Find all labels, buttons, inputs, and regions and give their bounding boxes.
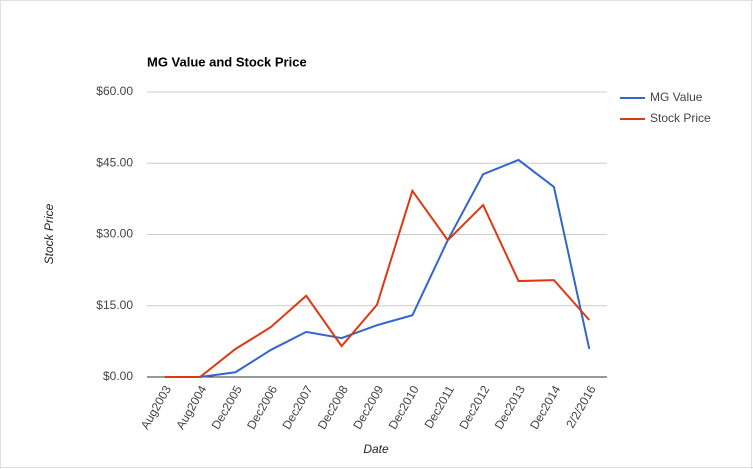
x-tick-label: 2/2/2016 xyxy=(563,383,599,431)
x-tick-label: Dec2010 xyxy=(386,383,422,432)
chart-title: MG Value and Stock Price xyxy=(147,54,307,69)
x-tick-label: Dec2006 xyxy=(244,383,280,432)
x-tick-label: Dec2014 xyxy=(527,383,563,432)
series-line xyxy=(199,158,591,378)
y-tick-label: $45.00 xyxy=(96,155,133,169)
x-tick-label: Dec2013 xyxy=(492,383,528,432)
legend-label: MG Value xyxy=(650,90,703,104)
x-tick-label: Dec2012 xyxy=(456,383,492,432)
x-tick-label: Aug2004 xyxy=(173,383,209,432)
y-axis-title: Stock Price xyxy=(42,203,56,264)
x-tick-label: Dec2008 xyxy=(315,383,351,432)
y-tick-label: $60.00 xyxy=(96,84,133,98)
y-tick-label: $0.00 xyxy=(103,369,133,383)
x-tick-label: Dec2005 xyxy=(209,383,245,432)
x-tick-label: Dec2009 xyxy=(350,383,386,432)
y-tick-label: $30.00 xyxy=(96,227,133,241)
x-tick-label: Dec2007 xyxy=(279,383,315,432)
series-line xyxy=(164,188,591,378)
x-tick-label: Dec2011 xyxy=(421,383,457,431)
x-axis-title: Date xyxy=(363,442,389,456)
y-tick-label: $15.00 xyxy=(96,298,133,312)
x-tick-label: Aug2003 xyxy=(138,383,174,432)
legend-label: Stock Price xyxy=(650,111,711,125)
